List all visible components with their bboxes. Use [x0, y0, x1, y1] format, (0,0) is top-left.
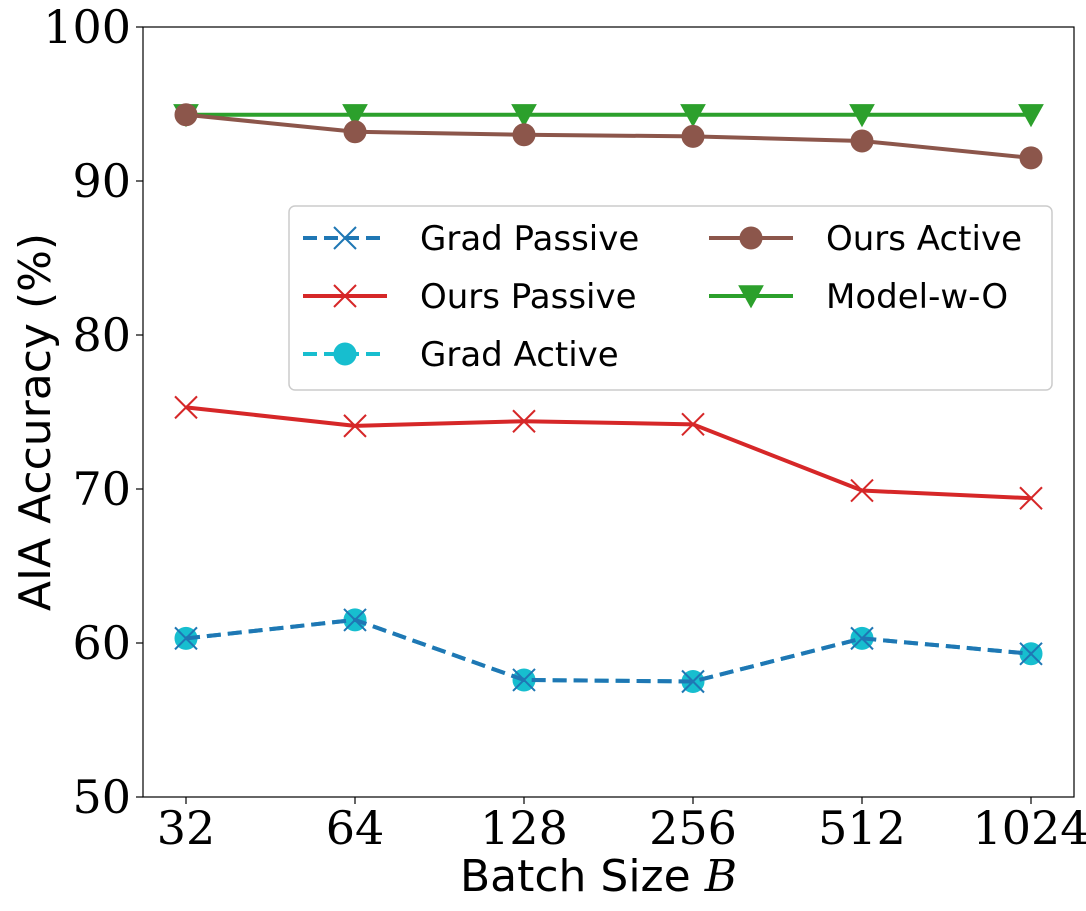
legend-marker — [333, 284, 357, 308]
y-tick-label: 90 — [72, 154, 131, 208]
marker-stroke — [512, 409, 536, 433]
legend-label: Ours Active — [826, 219, 1022, 259]
data-point-ours-active — [850, 129, 874, 153]
data-point-ours-active — [512, 123, 536, 147]
data-point-ours-active — [343, 120, 367, 144]
data-point-model-w-o — [342, 104, 368, 128]
y-tick-label: 50 — [72, 770, 131, 824]
x-tick-label: 32 — [157, 801, 216, 855]
legend-marker — [333, 226, 357, 250]
legend-item-ours-active: Ours Active — [709, 219, 1022, 259]
y-axis-title: AIA Accuracy (%) — [10, 233, 61, 611]
marker-stroke — [333, 226, 357, 250]
data-point-ours-passive — [681, 412, 705, 437]
legend-label: Grad Active — [420, 335, 619, 375]
marker-stroke — [512, 668, 536, 692]
marker-stroke — [174, 626, 198, 651]
data-point-grad-passive — [343, 608, 367, 632]
data-point-model-w-o — [849, 104, 875, 128]
y-tick-label: 100 — [43, 0, 131, 54]
x-axis-title: Batch Size B — [460, 851, 737, 902]
marker-stroke — [681, 669, 705, 694]
series-line-grad-passive — [185, 617, 1032, 684]
data-point-ours-passive — [1019, 486, 1043, 510]
legend-marker — [738, 285, 764, 309]
data-point-ours-active — [681, 124, 705, 148]
series-line-grad-active — [185, 617, 1032, 684]
marker-stroke — [1019, 642, 1043, 666]
data-point-model-w-o — [511, 104, 537, 128]
marker-stroke — [174, 395, 198, 420]
x-tick-label: 256 — [649, 801, 737, 855]
data-point-ours-passive — [850, 478, 874, 503]
data-point-grad-passive — [1019, 642, 1043, 666]
data-point-ours-passive — [343, 414, 367, 438]
legend-label: Grad Passive — [420, 219, 639, 259]
legend-label: Ours Passive — [420, 277, 637, 317]
data-point-grad-passive — [681, 669, 705, 694]
marker-stroke — [1019, 486, 1043, 510]
series-model-w-o — [173, 104, 1044, 128]
x-tick-label: 128 — [480, 801, 568, 855]
data-point-model-w-o — [1018, 104, 1044, 128]
marker-stroke — [850, 478, 874, 503]
legend-item-ours-passive: Ours Passive — [303, 277, 637, 317]
legend-item-grad-passive: Grad Passive — [303, 219, 639, 259]
marker-stroke — [343, 608, 367, 632]
marker-stroke — [681, 412, 705, 437]
legend-frame — [288, 205, 1053, 391]
x-tick-label: 512 — [818, 801, 906, 855]
data-point-ours-active — [174, 103, 198, 127]
data-point-grad-passive — [850, 626, 874, 651]
data-point-ours-active — [1019, 146, 1043, 170]
legend-item-model-w-o: Model-w-O — [709, 277, 1008, 317]
data-point-ours-passive — [174, 395, 198, 420]
plot-frame — [142, 26, 1075, 798]
series-line-ours-passive — [185, 405, 1032, 501]
x-tick-label: 64 — [326, 801, 385, 855]
marker-stroke — [850, 626, 874, 651]
data-point-ours-passive — [512, 409, 536, 433]
marker-stroke — [343, 414, 367, 438]
legend-item-grad-active: Grad Active — [303, 335, 619, 375]
data-point-grad-passive — [174, 626, 198, 651]
series-ours-passive — [174, 395, 1043, 510]
y-tick-label: 70 — [72, 462, 131, 516]
legend: Grad Passive Ours Passive Grad Active Ours … — [288, 205, 1053, 391]
data-point-model-w-o — [680, 104, 706, 128]
legend-marker — [739, 226, 763, 250]
legend-label: Model-w-O — [826, 277, 1008, 317]
x-tick-label: 1024 — [972, 801, 1086, 855]
series-line-ours-active — [185, 112, 1032, 160]
marker-stroke — [333, 284, 357, 308]
legend-marker — [333, 342, 357, 366]
series-grad-passive — [174, 608, 1043, 694]
series-ours-active — [174, 103, 1043, 170]
y-tick-label: 80 — [72, 308, 131, 362]
y-tick-label: 60 — [72, 616, 131, 670]
data-point-grad-passive — [512, 668, 536, 692]
